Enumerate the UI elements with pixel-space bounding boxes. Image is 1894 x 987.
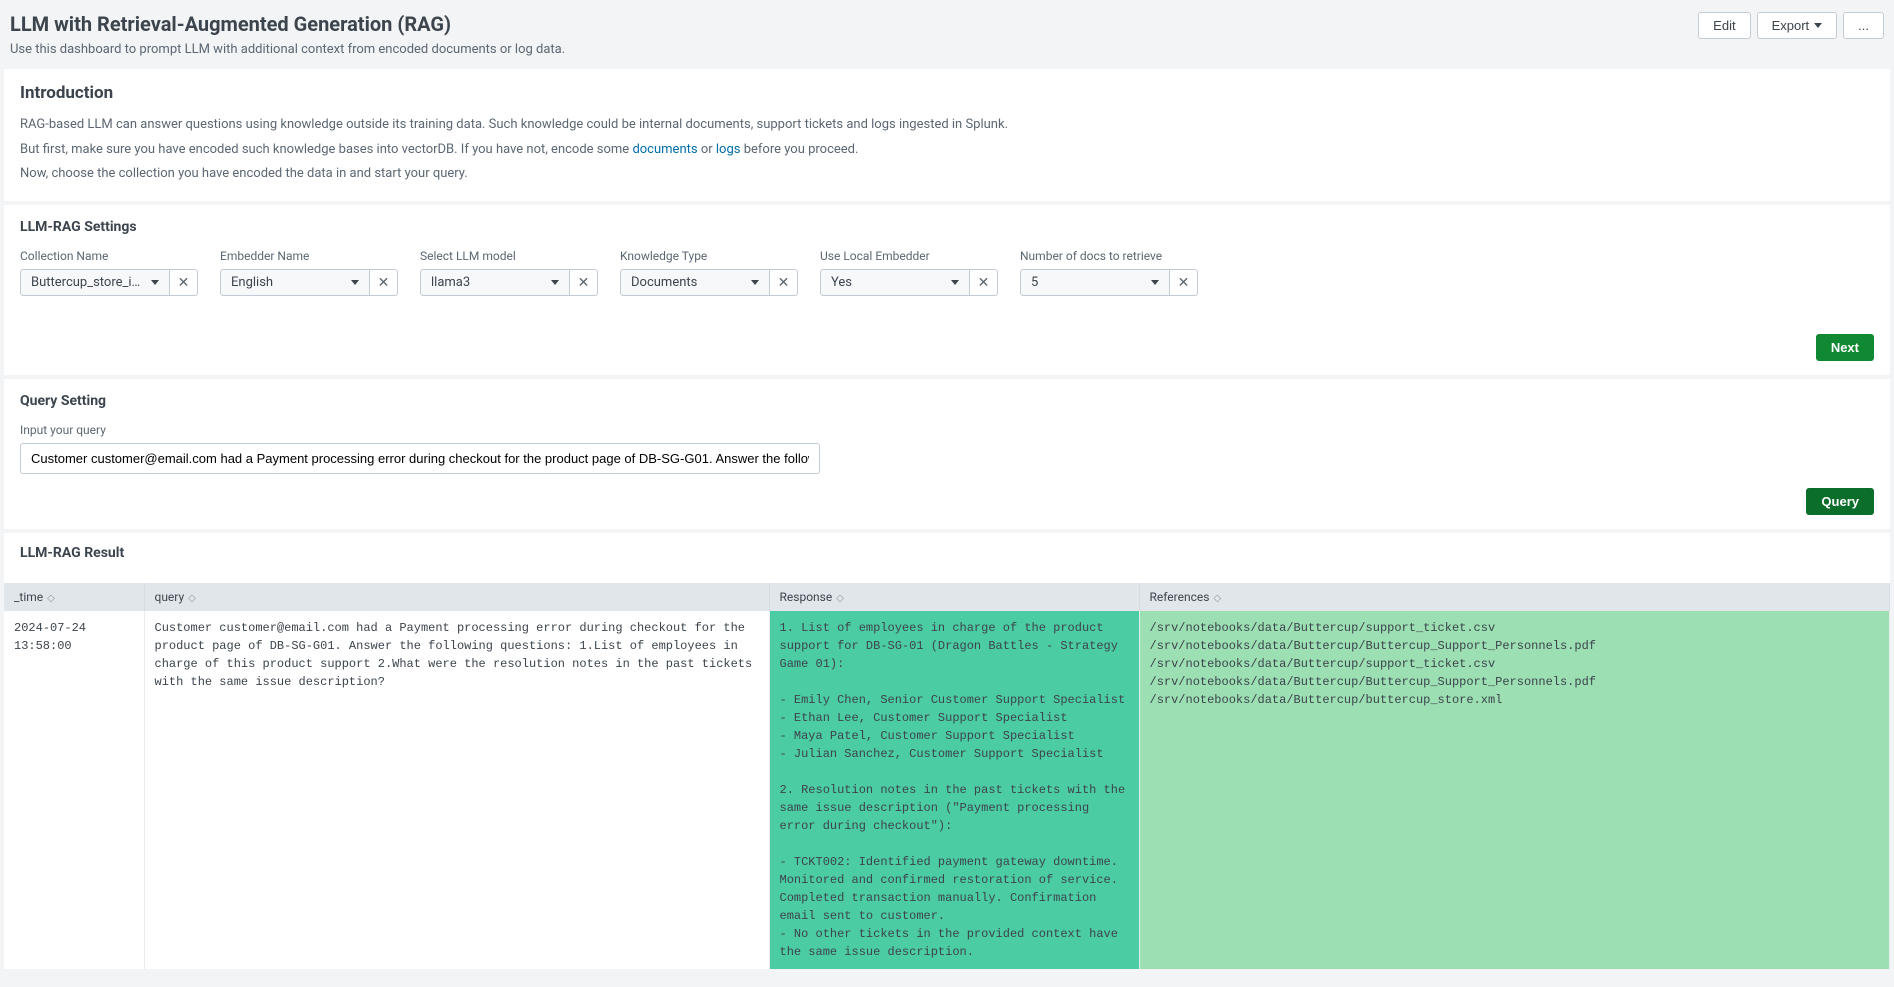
cell-query: Customer customer@email.com had a Paymen…: [144, 611, 769, 969]
intro-line1: RAG-based LLM can answer questions using…: [20, 113, 1874, 138]
embedder-dropdown[interactable]: English: [220, 269, 370, 296]
close-icon: ✕: [578, 275, 590, 291]
export-label: Export: [1772, 18, 1810, 33]
more-actions-button[interactable]: ...: [1843, 12, 1884, 39]
embedder-label: Embedder Name: [220, 249, 398, 263]
export-button[interactable]: Export: [1757, 12, 1838, 39]
page-title: LLM with Retrieval-Augmented Generation …: [10, 12, 1698, 36]
local-embedder-dropdown[interactable]: Yes: [820, 269, 970, 296]
numdocs-label: Number of docs to retrieve: [1020, 249, 1198, 263]
query-panel: Query Setting Input your query Query: [4, 379, 1890, 529]
llm-clear-button[interactable]: ✕: [570, 269, 598, 296]
llm-dropdown[interactable]: llama3: [420, 269, 570, 296]
numdocs-clear-button[interactable]: ✕: [1170, 269, 1198, 296]
llm-field: Select LLM model llama3 ✕: [420, 249, 598, 296]
result-title: LLM-RAG Result: [4, 545, 1890, 569]
collection-clear-button[interactable]: ✕: [170, 269, 198, 296]
chevron-down-icon: [551, 280, 559, 285]
collection-label: Collection Name: [20, 249, 198, 263]
close-icon: ✕: [978, 275, 990, 291]
intro-line3: Now, choose the collection you have enco…: [20, 162, 1874, 187]
close-icon: ✕: [778, 275, 790, 291]
edit-button[interactable]: Edit: [1698, 12, 1750, 39]
col-time-header[interactable]: _time◇: [4, 583, 144, 611]
knowledge-dropdown[interactable]: Documents: [620, 269, 770, 296]
intro-panel: Introduction RAG-based LLM can answer qu…: [4, 69, 1890, 201]
llm-label: Select LLM model: [420, 249, 598, 263]
page-subtitle: Use this dashboard to prompt LLM with ad…: [10, 42, 1698, 57]
col-response-header[interactable]: Response◇: [769, 583, 1139, 611]
result-panel: LLM-RAG Result _time◇ query◇ Response◇ R…: [4, 533, 1890, 969]
logs-link[interactable]: logs: [716, 142, 741, 157]
settings-panel: LLM-RAG Settings Collection Name Butterc…: [4, 205, 1890, 375]
query-title: Query Setting: [20, 393, 1874, 409]
knowledge-clear-button[interactable]: ✕: [770, 269, 798, 296]
knowledge-field: Knowledge Type Documents ✕: [620, 249, 798, 296]
collection-dropdown[interactable]: Buttercup_store_in...: [20, 269, 170, 296]
cell-time: 2024-07-24 13:58:00: [4, 611, 144, 969]
intro-line2: But first, make sure you have encoded su…: [20, 138, 1874, 163]
sort-icon: ◇: [188, 593, 196, 604]
local-embedder-clear-button[interactable]: ✕: [970, 269, 998, 296]
sort-icon: ◇: [1213, 593, 1221, 604]
query-button[interactable]: Query: [1806, 488, 1874, 515]
chevron-down-icon: [1814, 23, 1822, 28]
sort-icon: ◇: [836, 593, 844, 604]
chevron-down-icon: [151, 280, 159, 285]
query-label: Input your query: [20, 423, 1874, 437]
numdocs-field: Number of docs to retrieve 5 ✕: [1020, 249, 1198, 296]
cell-response: 1. List of employees in charge of the pr…: [769, 611, 1139, 969]
local-embedder-field: Use Local Embedder Yes ✕: [820, 249, 998, 296]
documents-link[interactable]: documents: [632, 142, 697, 157]
chevron-down-icon: [951, 280, 959, 285]
embedder-field: Embedder Name English ✕: [220, 249, 398, 296]
numdocs-dropdown[interactable]: 5: [1020, 269, 1170, 296]
close-icon: ✕: [178, 275, 190, 291]
knowledge-label: Knowledge Type: [620, 249, 798, 263]
next-button[interactable]: Next: [1816, 334, 1874, 361]
local-embedder-label: Use Local Embedder: [820, 249, 998, 263]
close-icon: ✕: [1178, 275, 1190, 291]
cell-refs: /srv/notebooks/data/Buttercup/support_ti…: [1139, 611, 1890, 969]
settings-title: LLM-RAG Settings: [20, 219, 1874, 235]
table-row: 2024-07-24 13:58:00 Customer customer@em…: [4, 611, 1890, 969]
chevron-down-icon: [351, 280, 359, 285]
col-refs-header[interactable]: References◇: [1139, 583, 1890, 611]
intro-title: Introduction: [20, 83, 1874, 103]
query-input[interactable]: [20, 443, 820, 474]
chevron-down-icon: [1151, 280, 1159, 285]
embedder-clear-button[interactable]: ✕: [370, 269, 398, 296]
sort-icon: ◇: [47, 593, 55, 604]
close-icon: ✕: [378, 275, 390, 291]
result-table: _time◇ query◇ Response◇ References◇ 2024…: [4, 583, 1890, 969]
collection-field: Collection Name Buttercup_store_in... ✕: [20, 249, 198, 296]
chevron-down-icon: [751, 280, 759, 285]
page-header: LLM with Retrieval-Augmented Generation …: [0, 0, 1894, 65]
col-query-header[interactable]: query◇: [144, 583, 769, 611]
